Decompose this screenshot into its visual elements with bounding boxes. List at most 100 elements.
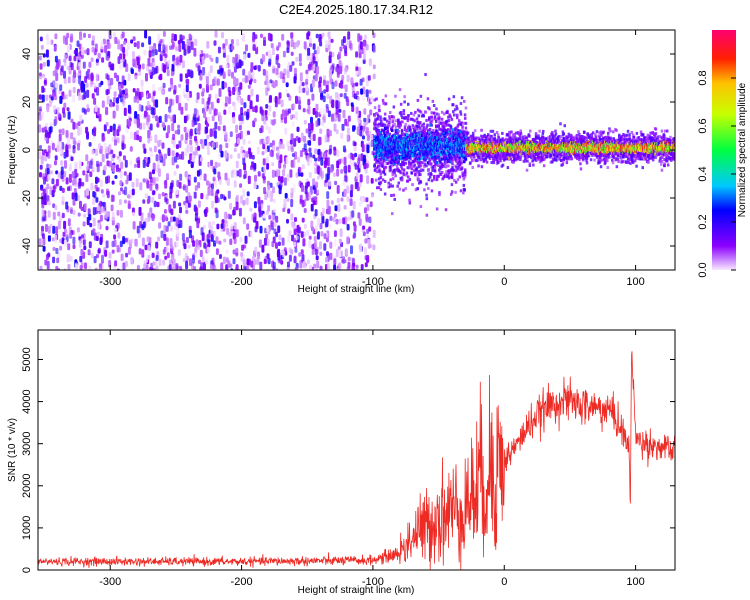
heatmap-cell [99,161,103,167]
heatmap-cell [236,39,240,47]
heatmap-cell [72,209,76,216]
heatmap-cell [138,71,142,76]
heatmap-cell [209,84,213,91]
heatmap-cell [124,159,128,168]
heatmap-cell [352,201,356,210]
heatmap-cell [188,195,192,202]
heatmap-cell [201,97,205,105]
heatmap-cell [334,205,338,212]
heatmap-cell [253,181,257,189]
heatmap-cell [86,189,89,196]
heatmap-cell [124,186,128,196]
heatmap-cell [71,192,75,200]
heatmap-cell [293,67,297,76]
heatmap-cell [425,197,429,201]
heatmap-cell [243,170,247,179]
heatmap-cell [451,158,454,162]
heatmap-cell [357,117,361,124]
heatmap-cell [158,43,162,53]
heatmap-cell [336,185,340,194]
heatmap-cell [238,114,242,121]
heatmap-cell [422,114,425,118]
heatmap-cell [241,152,245,158]
heatmap-cell [403,95,406,99]
heatmap-cell [46,132,50,137]
heatmap-cell [274,96,278,104]
heatmap-cell [326,80,330,86]
heatmap-cell [326,199,330,209]
heatmap-cell [424,110,428,114]
heatmap-cell [125,63,129,73]
heatmap-cell [78,126,82,135]
heatmap-cell [312,154,316,159]
heatmap-cell [268,105,272,112]
heatmap-cell [42,53,46,58]
heatmap-cell [335,100,339,109]
heatmap-cell [300,172,304,177]
heatmap-cell [119,64,123,70]
heatmap-cell [38,124,42,133]
heatmap-cell [339,228,343,238]
heatmap-cell [211,183,214,190]
heatmap-cell [187,181,191,186]
heatmap-cell [427,187,430,190]
heatmap-cell [419,173,422,177]
heatmap-cell [332,172,336,177]
heatmap-cell [290,159,294,168]
heatmap-cell [45,33,49,41]
heatmap-cell [92,35,95,42]
heatmap-cell [402,188,405,192]
heatmap-cell [338,238,342,244]
heatmap-cell [69,232,73,239]
heatmap-cell [113,96,116,103]
heatmap-cell [48,37,52,45]
heatmap-cell [282,207,286,213]
heatmap-cell [116,210,120,216]
heatmap-cell [59,238,63,243]
heatmap-cell [348,40,352,49]
heatmap-cell [299,85,303,94]
heatmap-cell [227,138,231,143]
heatmap-cell [299,72,303,82]
heatmap-cell [263,40,266,47]
heatmap-cell [142,221,146,229]
heatmap-cell [170,208,174,216]
heatmap-cell [76,227,80,233]
heatmap-cell [179,173,183,181]
heatmap-cell [235,201,239,211]
heatmap-cell [406,119,409,123]
heatmap-cell [253,117,257,123]
heatmap-cell [388,117,392,121]
heatmap-cell [87,249,91,256]
heatmap-cell [381,162,385,165]
heatmap-cell [141,249,145,258]
heatmap-cell [201,256,205,263]
heatmap-cell [357,96,361,101]
heatmap-cell [47,253,51,258]
heatmap-cell [313,49,317,55]
heatmap-cell [350,184,354,192]
heatmap-cell [77,182,81,189]
heatmap-cell [263,187,267,195]
heatmap-cell [151,49,155,57]
heatmap-cell [136,130,140,134]
heatmap-cell [137,66,141,72]
heatmap-cell [158,139,162,146]
heatmap-cell [59,185,63,191]
heatmap-cell [265,87,269,96]
heatmap-cell [128,119,132,127]
heatmap-cell [303,119,307,125]
heatmap-cell [302,238,306,247]
heatmap-cell [94,43,98,53]
heatmap-cell [119,53,123,60]
heatmap-cell [428,127,432,131]
heatmap-cell [407,102,410,106]
heatmap-cell [171,114,175,123]
heatmap-cell [462,183,466,187]
heatmap-cell [123,171,127,176]
heatmap-cell [223,238,227,243]
heatmap-cell [96,177,100,183]
heatmap-cell [392,105,396,109]
heatmap-cell [67,76,71,84]
heatmap-cell [233,222,237,230]
